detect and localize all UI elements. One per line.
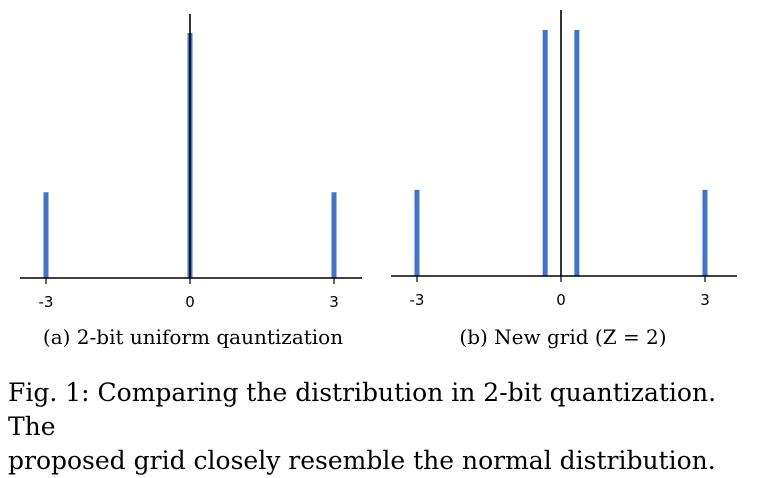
- x-tick-label: 3: [700, 291, 710, 309]
- x-tick-label: -3: [39, 293, 54, 311]
- bar: [574, 30, 580, 276]
- bar: [43, 192, 49, 278]
- panel-subcaption: (b) New grid (Z = 2): [459, 325, 666, 349]
- x-tick-label: 3: [329, 293, 339, 311]
- panel-subcaption: (a) 2-bit uniform qauntization: [43, 325, 343, 349]
- chart-panel-b: -3 0 3 (b) New grid (Z = 2): [391, 10, 737, 349]
- x-tick-label: 0: [556, 291, 566, 309]
- bar: [702, 189, 708, 276]
- figure-panels: -3 0 3 (a) 2-bit uniform qauntization -3 0 3 (b…: [20, 10, 737, 349]
- figure-caption: Fig. 1: Comparing the distribution in 2-…: [8, 378, 717, 475]
- bar: [414, 189, 420, 276]
- x-tick-label: 0: [185, 293, 195, 311]
- bar: [331, 192, 337, 278]
- bar: [542, 30, 548, 276]
- chart-panel-a: -3 0 3 (a) 2-bit uniform qauntization: [20, 14, 362, 349]
- x-tick-label: -3: [410, 291, 425, 309]
